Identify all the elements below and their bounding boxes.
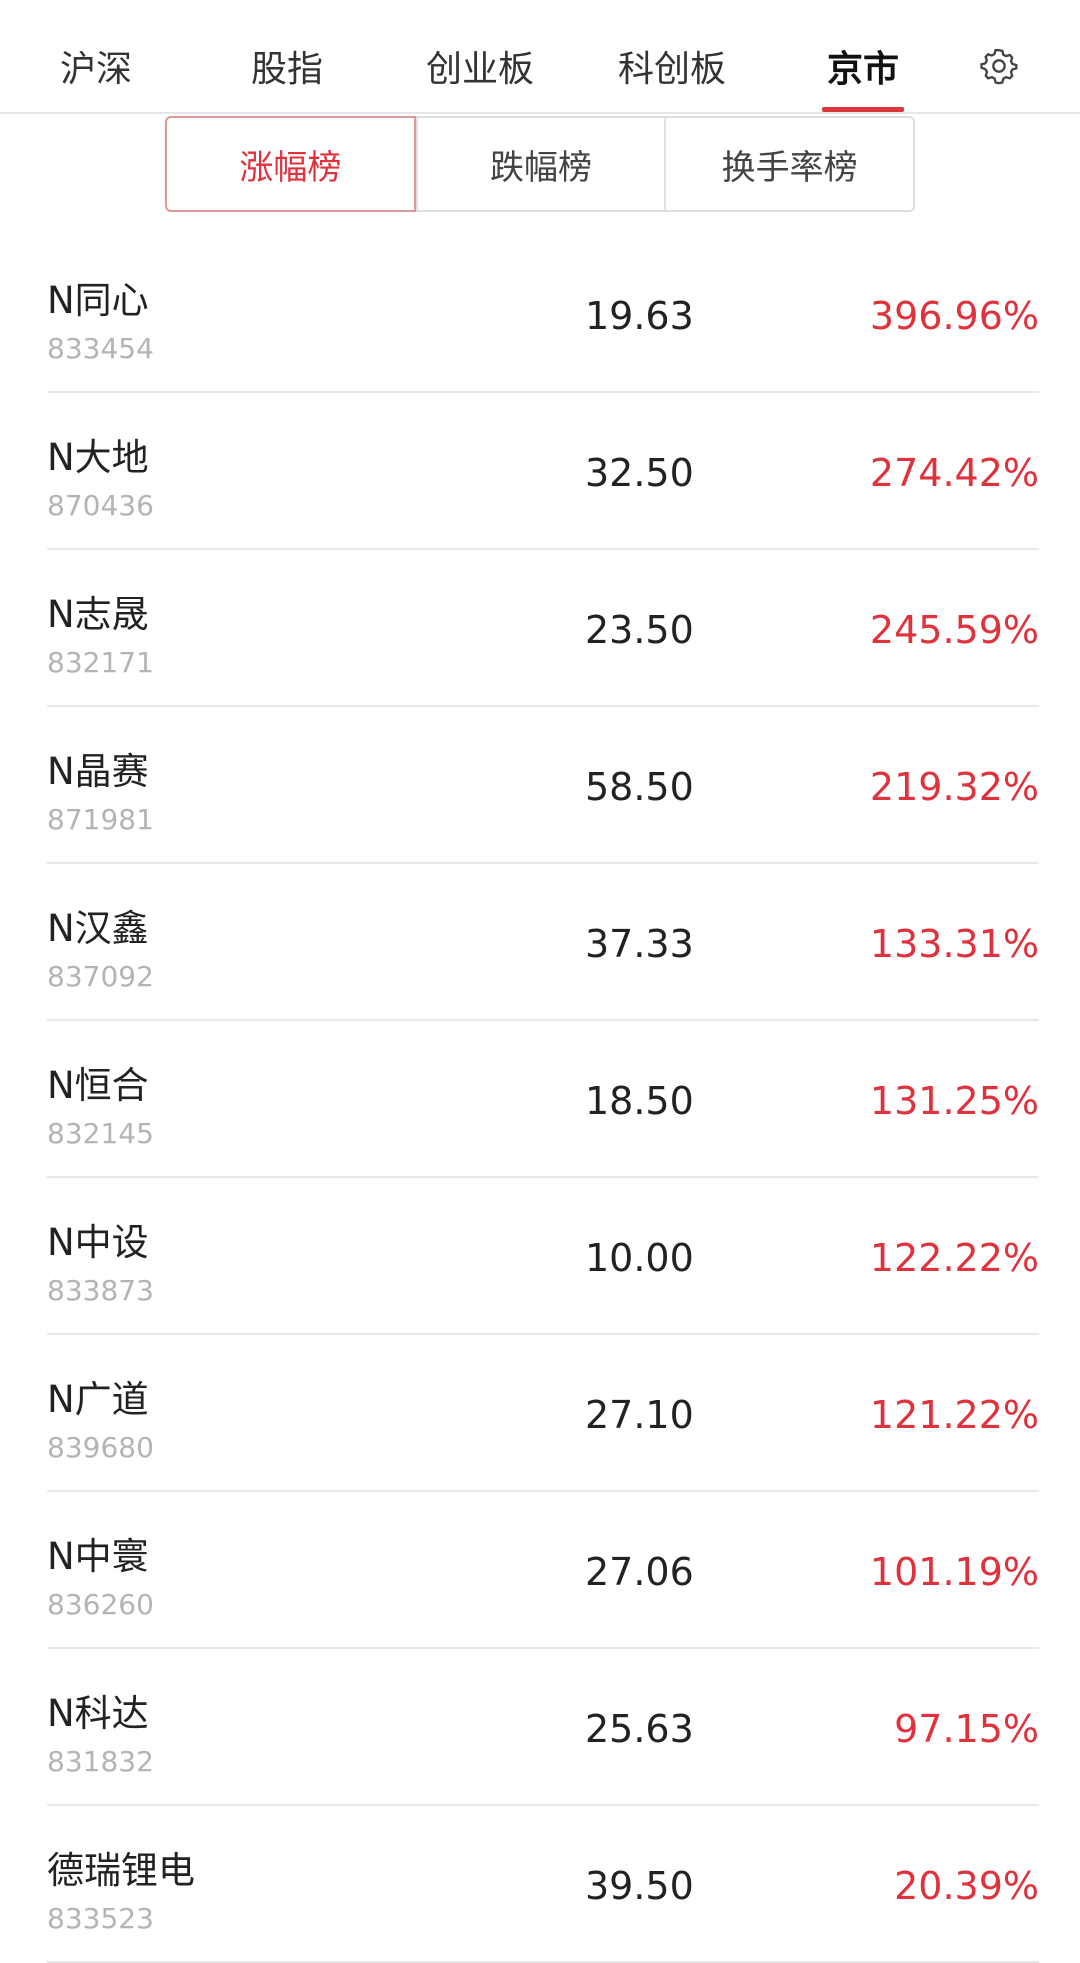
stock-price: 27.10 [585, 1393, 694, 1437]
stock-name: N晶赛 [47, 750, 149, 793]
market-tab-bar: 沪深 股指 创业板 科创板 京市 [0, 0, 1080, 114]
stock-row[interactable]: N大地 870436 32.50 274.42% [47, 393, 1039, 550]
active-tab-indicator [822, 107, 904, 112]
stock-change-percent: 245.59% [869, 608, 1039, 652]
stock-row[interactable]: N中设 833873 10.00 122.22% [47, 1178, 1039, 1335]
segment-top-gainers[interactable]: 涨幅榜 [165, 116, 416, 212]
stock-list: N同心 833454 19.63 396.96% N大地 870436 32.50 274.4… [0, 236, 1080, 1963]
stock-code: 833454 [47, 332, 154, 365]
stock-name: N恒合 [47, 1064, 149, 1107]
stock-name: N大地 [47, 436, 149, 479]
stock-price: 25.63 [585, 1707, 694, 1751]
stock-name: N广道 [47, 1378, 149, 1421]
stock-change-percent: 131.25% [869, 1079, 1039, 1123]
tab-hushen[interactable]: 沪深 [59, 49, 133, 90]
stock-code: 831832 [47, 1745, 154, 1778]
stock-price: 23.50 [585, 608, 694, 652]
stock-price: 27.06 [585, 1550, 694, 1594]
stock-name: N中寰 [47, 1535, 149, 1578]
stock-code: 832145 [47, 1117, 154, 1150]
stock-name: N同心 [47, 279, 149, 322]
stock-code: 836260 [47, 1588, 154, 1621]
stock-code: 871981 [47, 803, 154, 836]
stock-code: 833523 [47, 1902, 154, 1935]
stock-change-percent: 396.96% [869, 294, 1039, 338]
stock-code: 833873 [47, 1274, 154, 1307]
stock-name: N志晟 [47, 593, 149, 636]
stock-price: 19.63 [585, 294, 694, 338]
stock-change-percent: 97.15% [894, 1707, 1039, 1751]
stock-change-percent: 20.39% [894, 1864, 1039, 1908]
tab-star-market[interactable]: 科创板 [617, 49, 727, 90]
segment-turnover-rate[interactable]: 换手率榜 [664, 118, 913, 210]
stock-price: 10.00 [585, 1236, 694, 1280]
stock-change-percent: 101.19% [869, 1550, 1039, 1594]
stock-code: 837092 [47, 960, 154, 993]
stock-row[interactable]: N汉鑫 837092 37.33 133.31% [47, 864, 1039, 1021]
stock-price: 58.50 [585, 765, 694, 809]
stock-row[interactable]: N志晟 832171 23.50 245.59% [47, 550, 1039, 707]
stock-change-percent: 274.42% [869, 451, 1039, 495]
stock-row[interactable]: N中寰 836260 27.06 101.19% [47, 1492, 1039, 1649]
stock-row[interactable]: N同心 833454 19.63 396.96% [47, 236, 1039, 393]
stock-row[interactable]: N晶赛 871981 58.50 219.32% [47, 707, 1039, 864]
ranking-segmented-control: 涨幅榜 跌幅榜 换手率榜 [165, 116, 915, 212]
tab-indices[interactable]: 股指 [250, 49, 324, 90]
gear-icon[interactable] [979, 46, 1019, 86]
stock-name: 德瑞锂电 [47, 1849, 195, 1892]
segment-top-losers[interactable]: 跌幅榜 [415, 118, 665, 210]
stock-price: 18.50 [585, 1079, 694, 1123]
stock-row[interactable]: N科达 831832 25.63 97.15% [47, 1649, 1039, 1806]
stock-name: N汉鑫 [47, 907, 149, 950]
stock-code: 870436 [47, 489, 154, 522]
stock-change-percent: 133.31% [869, 922, 1039, 966]
tab-beijing[interactable]: 京市 [826, 49, 900, 90]
stock-name: N中设 [47, 1221, 149, 1264]
tab-chinext[interactable]: 创业板 [425, 49, 535, 90]
stock-row[interactable]: 德瑞锂电 833523 39.50 20.39% [47, 1806, 1039, 1963]
stock-price: 32.50 [585, 451, 694, 495]
stock-row[interactable]: N广道 839680 27.10 121.22% [47, 1335, 1039, 1492]
stock-change-percent: 121.22% [869, 1393, 1039, 1437]
stock-row[interactable]: N恒合 832145 18.50 131.25% [47, 1021, 1039, 1178]
stock-change-percent: 219.32% [869, 765, 1039, 809]
stock-change-percent: 122.22% [869, 1236, 1039, 1280]
stock-price: 39.50 [585, 1864, 694, 1908]
stock-price: 37.33 [585, 922, 694, 966]
stock-name: N科达 [47, 1692, 149, 1735]
stock-code: 839680 [47, 1431, 154, 1464]
stock-code: 832171 [47, 646, 154, 679]
